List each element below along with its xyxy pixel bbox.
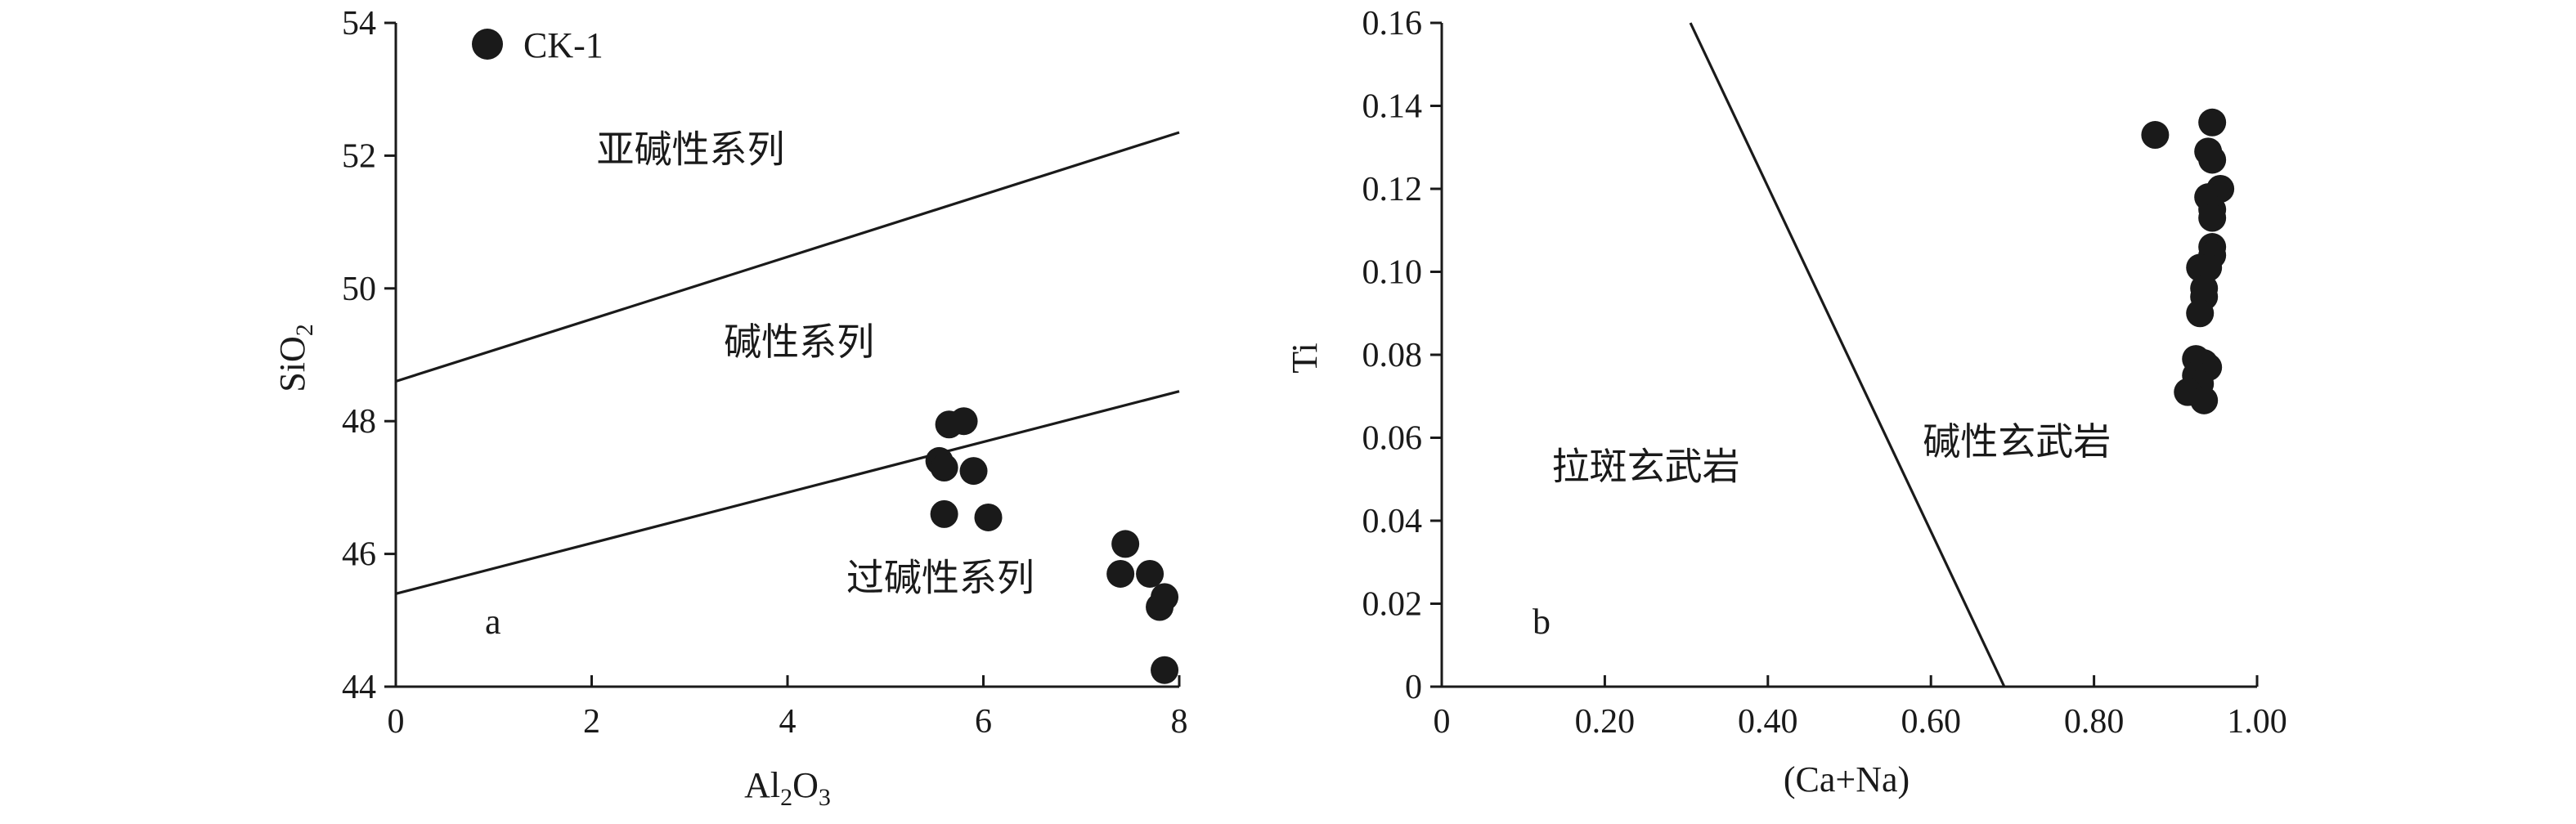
x-tick-label: 0.60 [1901,703,1961,741]
panel-a-x-axis-title: Al2O3 [744,765,831,811]
x-title-o: O [792,765,819,805]
y-tick-label: 50 [342,271,376,308]
x-tick-label: 1.00 [2227,703,2287,741]
x-tick-label: 6 [975,703,992,741]
x-title-sub-2: 2 [780,784,792,811]
data-point [2198,204,2227,232]
y-title-sio: SiO [272,336,312,392]
data-point [2186,299,2215,328]
x-tick-label: 0.80 [2064,703,2125,741]
panel-a-points [925,407,1179,684]
data-point [1111,530,1140,558]
y-tick-label: 0.10 [1362,254,1423,292]
x-tick-label: 0 [388,703,405,741]
region-label: 过碱性系列 [846,555,1034,599]
data-point [930,454,958,482]
data-point [2198,146,2227,174]
y-tick-label: 0.16 [1362,5,1423,43]
data-point [2141,121,2170,150]
data-point [930,499,958,528]
x-title-sub-3: 3 [819,784,831,811]
x-tick-label: 0.40 [1738,703,1798,741]
data-point [959,457,988,486]
data-point [1106,559,1135,588]
y-tick-label: 46 [342,536,376,574]
panel-a-tag: a [485,602,501,642]
region-label: 碱性系列 [724,320,874,364]
field-boundary-line [395,131,1180,383]
panel-a-y-axis-title: SiO2 [272,324,318,392]
x-tick-label: 0 [1434,703,1451,741]
region-label: 拉斑玄武岩 [1552,444,1740,488]
x-tick-label: 0.20 [1575,703,1636,741]
y-tick-label: 0.06 [1362,420,1423,458]
y-tick-label: 0.08 [1362,337,1423,374]
data-point [1146,593,1174,621]
y-title-sub-2: 2 [291,324,318,336]
panel-b-points [2141,108,2235,414]
field-boundary-line [1689,22,2006,687]
y-tick-label: 0.02 [1362,586,1423,624]
y-tick-label: 48 [342,403,376,441]
data-point [1151,656,1179,684]
data-point [2198,108,2227,137]
x-tick-label: 4 [779,703,797,741]
panel-a-boundaries [395,131,1180,595]
panel-b-region-labels: 拉斑玄武岩 碱性玄武岩 [1552,419,2112,488]
region-label: 碱性玄武岩 [1923,419,2111,464]
panel-b-tag: b [1533,602,1551,642]
panel-b-axes: 0 0.20 0.40 0.60 0.80 1.00 0 0.02 0.04 0.06 0.08 0.… [1362,5,2287,741]
panel-b-chart: 0 0.20 0.40 0.60 0.80 1.00 0 0.02 0.04 0.06 0.08 0.… [1285,5,2287,799]
panel-b-x-axis-title: (Ca+Na) [1784,759,1910,799]
field-boundary-line [395,390,1180,595]
x-tick-label: 2 [583,703,600,741]
y-tick-label: 52 [342,137,376,175]
y-tick-label: 0.14 [1362,88,1423,126]
x-title-al: Al [744,765,780,805]
data-point [2190,386,2219,414]
y-tick-label: 0 [1405,669,1422,706]
region-label: 亚碱性系列 [596,128,784,172]
x-tick-label: 8 [1171,703,1188,741]
y-tick-label: 54 [342,5,376,43]
legend-label: CK-1 [523,25,604,65]
panel-b-boundaries [1689,22,2006,687]
data-point [2194,253,2223,282]
panel-b-y-axis-title: Ti [1285,343,1325,374]
data-point [949,407,978,436]
y-tick-label: 0.12 [1362,171,1423,208]
legend-marker [472,29,503,60]
y-tick-label: 0.04 [1362,503,1423,540]
data-point [974,503,1003,531]
y-tick-label: 44 [342,669,376,706]
data-point [1136,559,1165,588]
